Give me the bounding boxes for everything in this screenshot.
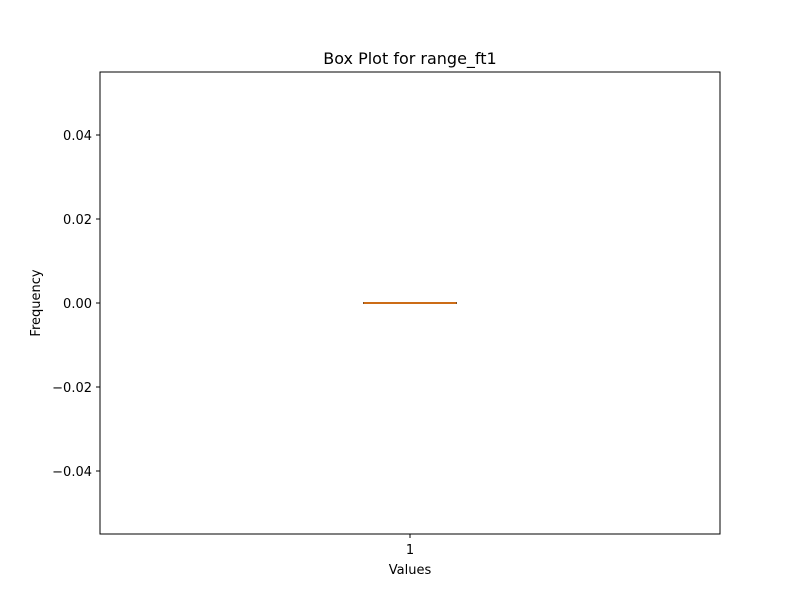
x-axis-label: Values <box>389 563 432 578</box>
chart-title: Box Plot for range_ft1 <box>323 49 496 69</box>
plot-area <box>363 302 457 304</box>
y-tick-label: 0.04 <box>63 129 92 144</box>
y-axis: −0.04 −0.02 0.00 0.02 0.04 <box>52 129 100 480</box>
y-axis-label: Frequency <box>29 269 44 336</box>
x-tick-label: 1 <box>406 543 414 558</box>
y-tick-label: −0.04 <box>52 465 92 480</box>
x-axis: 1 <box>406 534 414 558</box>
y-tick-label: 0.02 <box>63 213 92 228</box>
y-tick-label: 0.00 <box>63 297 92 312</box>
y-tick-label: −0.02 <box>52 381 92 396</box>
